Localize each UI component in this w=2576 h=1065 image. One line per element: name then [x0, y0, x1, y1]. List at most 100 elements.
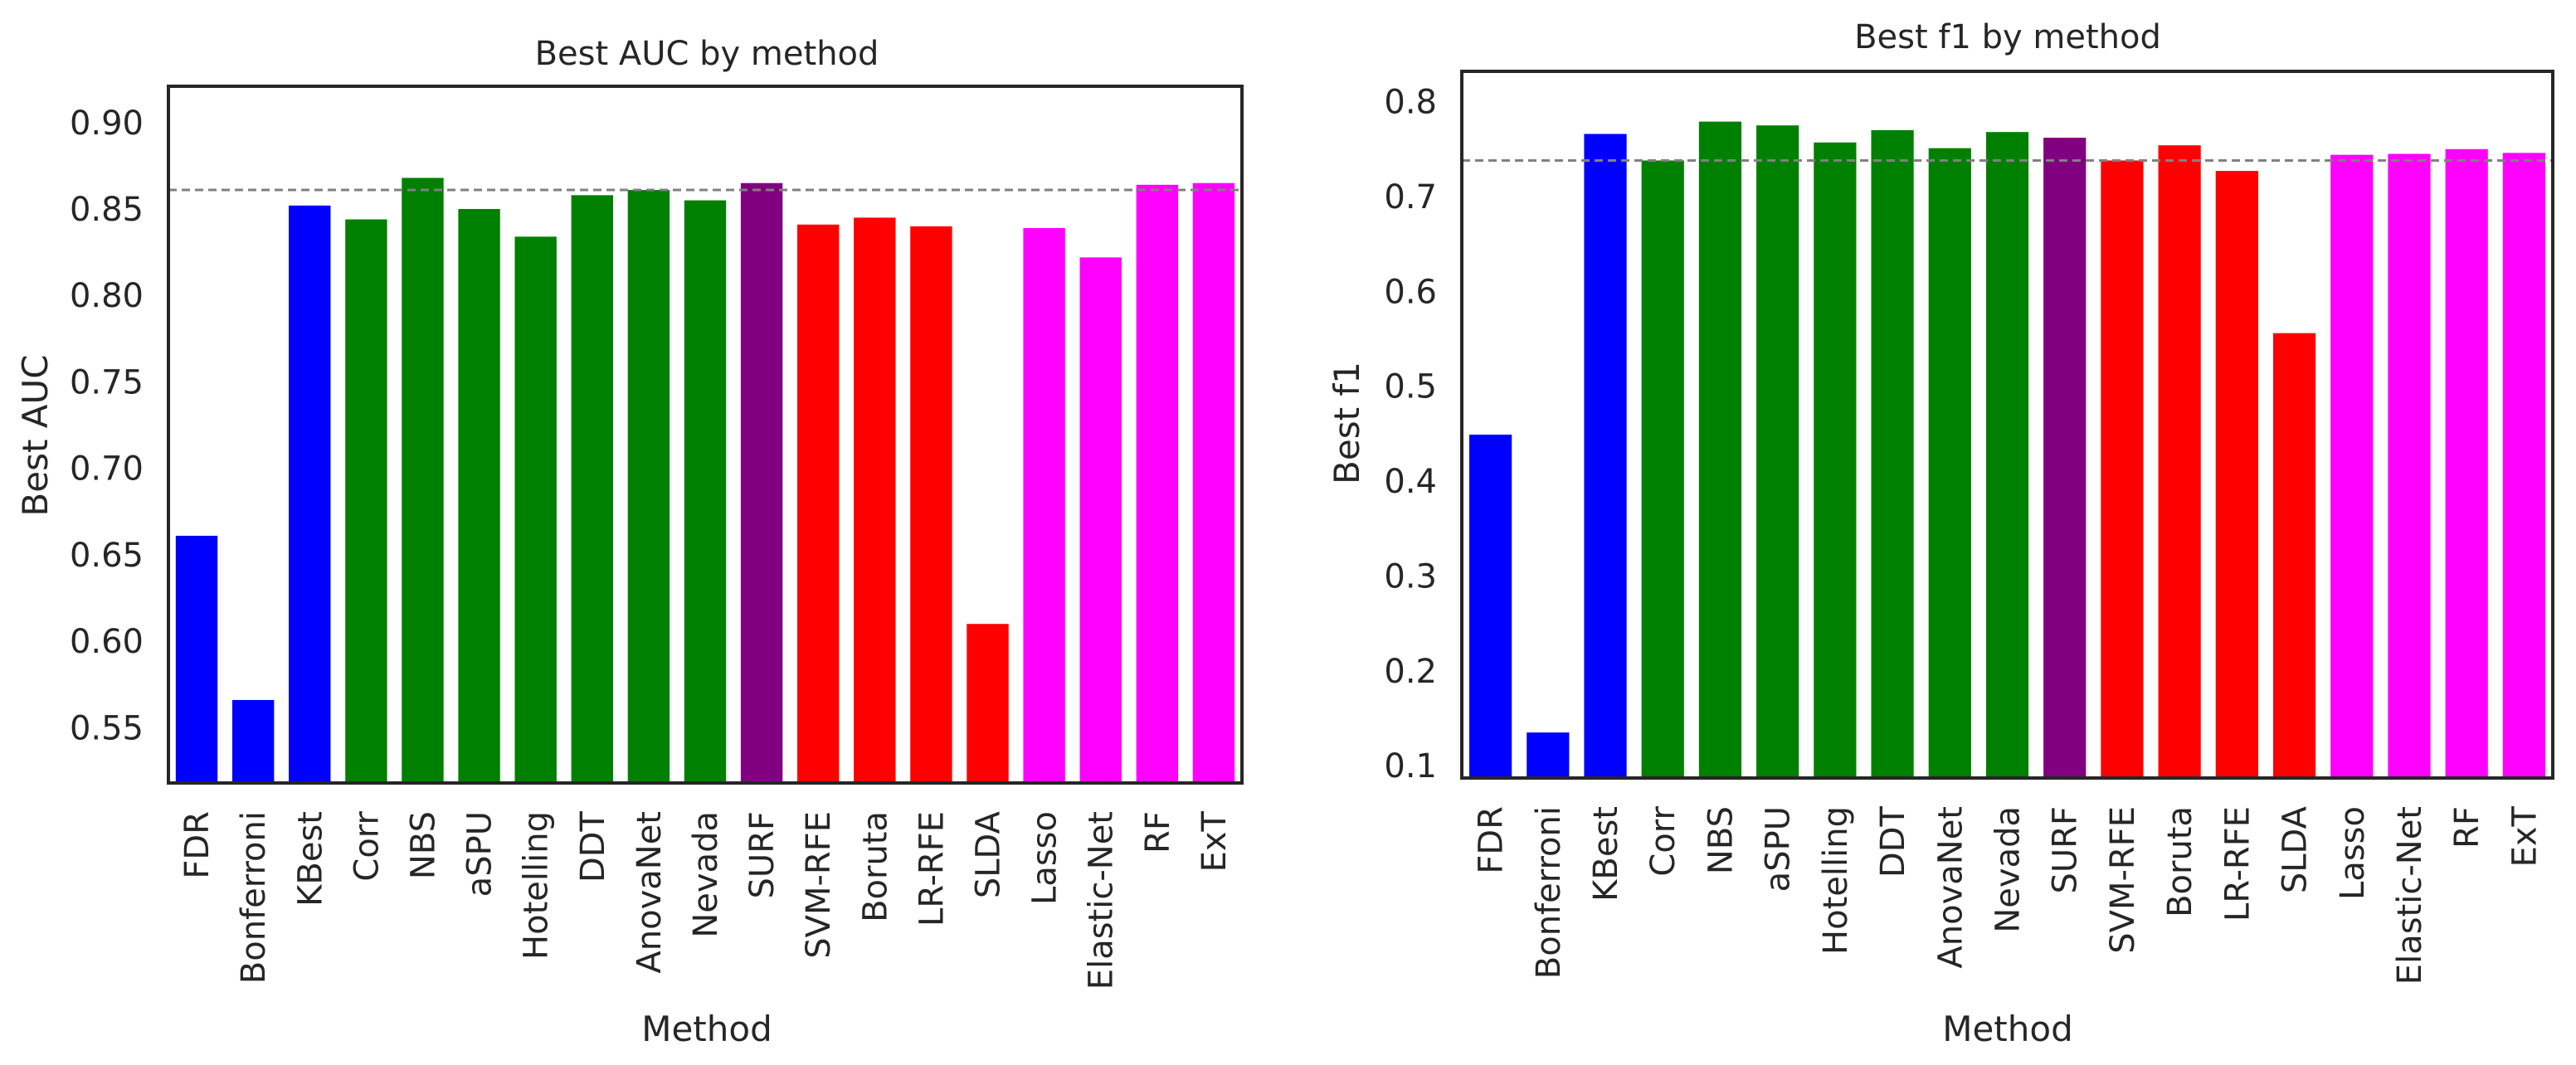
f1-y-axis-label: Best f1 [1327, 362, 1367, 484]
f1-chart-title: Best f1 by method [1854, 18, 2161, 56]
auc-y-tick-label: 0.85 [70, 191, 144, 229]
auc-chart: Best AUC by method Method Best AUC 0.55 0… [15, 35, 1244, 1049]
f1-x-tick-label: SVM-RFE [2104, 806, 2142, 954]
f1-chart: Best f1 by method Method Best f1 0.1 0.2 0… [1327, 18, 2554, 1049]
auc-bar-hotelling [514, 236, 557, 784]
auc-x-tick-label: AnovaNet [631, 811, 669, 974]
auc-bar-nevada [684, 200, 727, 783]
f1-x-tick-label: Bonferroni [1530, 806, 1568, 979]
auc-y-tick-label: 0.90 [70, 105, 144, 143]
f1-y-tick-label: 0.4 [1384, 463, 1437, 501]
f1-x-tick-label: ExT [2505, 805, 2544, 867]
auc-bar-svm-rfe [797, 224, 840, 783]
f1-y-tick-label: 0.6 [1384, 273, 1437, 311]
f1-y-tick-label: 0.8 [1384, 84, 1437, 122]
f1-bar-fdr [1469, 435, 1512, 778]
f1-x-axis-label: Method [1942, 1009, 2073, 1049]
auc-bar-elastic-net [1079, 257, 1122, 784]
auc-bar-kbest [289, 205, 331, 783]
auc-x-axis-label: Method [641, 1009, 772, 1049]
f1-bar-svm-rfe [2101, 160, 2144, 778]
auc-x-tick-label: LR-RFE [913, 811, 951, 926]
auc-x-tick-label: Hotelling [518, 811, 556, 960]
auc-bar-nbs [402, 178, 444, 784]
auc-y-tick-label: 0.55 [70, 709, 144, 747]
auc-y-tick-label: 0.70 [70, 450, 144, 489]
auc-x-tick-label: KBest [291, 811, 329, 907]
f1-bar-boruta [2158, 145, 2201, 778]
auc-bar-aspu [458, 208, 500, 784]
f1-x-tick-label: Elastic-Net [2391, 806, 2429, 985]
auc-x-tick-label: Elastic-Net [1083, 811, 1121, 990]
auc-bar-lasso [1023, 227, 1065, 783]
auc-bar-rf [1136, 184, 1179, 783]
f1-plot-frame [1460, 70, 2554, 780]
auc-y-tick-label: 0.65 [70, 537, 144, 575]
auc-x-tick-label: SLDA [970, 810, 1008, 898]
f1-bar-nevada [1985, 132, 2029, 778]
f1-x-tick-label: Boruta [2161, 806, 2199, 917]
f1-x-tick-label: Nevada [1989, 806, 2028, 933]
auc-x-tick-label: Nevada [687, 811, 725, 938]
f1-bar-lr-rfe [2215, 171, 2258, 778]
auc-plot-frame [167, 85, 1244, 785]
f1-x-tick-label: RF [2448, 806, 2486, 849]
auc-x-tick-label: SURF [743, 811, 782, 898]
auc-bar-bonferroni [231, 699, 275, 783]
auc-x-tick-label: Bonferroni [235, 811, 273, 984]
f1-x-tick-label: Lasso [2334, 806, 2372, 900]
f1-y-tick-label: 0.2 [1384, 653, 1437, 691]
auc-y-tick-label: 0.80 [70, 277, 144, 315]
auc-x-tick-label: DDT [574, 810, 612, 883]
auc-chart-title: Best AUC by method [535, 35, 879, 73]
f1-y-tick-label: 0.7 [1384, 178, 1437, 216]
f1-x-tick-label: Corr [1644, 805, 1682, 876]
f1-bar-bonferroni [1527, 732, 1570, 778]
auc-x-tick-label: Boruta [856, 811, 894, 922]
auc-x-tick-label: SVM-RFE [800, 811, 838, 959]
auc-bar-anovanet [627, 190, 670, 783]
auc-x-tick-label: ExT [1195, 810, 1234, 872]
auc-x-tick-label: Lasso [1026, 811, 1064, 905]
f1-x-tick-label: LR-RFE [2218, 806, 2257, 922]
auc-bar-boruta [854, 217, 896, 783]
f1-y-tick-label: 0.5 [1384, 368, 1437, 406]
auc-y-tick-label: 0.75 [70, 363, 144, 401]
auc-x-tick-label: RF [1139, 811, 1177, 853]
f1-bar-aspu [1756, 125, 1799, 778]
f1-x-tick-label: Hotelling [1817, 806, 1855, 955]
auc-y-tick-label: 0.60 [70, 623, 144, 661]
f1-bar-kbest [1584, 134, 1627, 779]
f1-bar-rf [2445, 148, 2488, 778]
auc-y-axis-label: Best AUC [15, 354, 56, 516]
f1-bar-surf [2043, 138, 2087, 779]
f1-x-tick-label: KBest [1587, 806, 1625, 902]
f1-bar-slda [2272, 333, 2316, 778]
f1-y-tick-label: 0.3 [1384, 557, 1437, 596]
f1-bar-ext [2502, 153, 2546, 779]
auc-bar-surf [740, 182, 783, 784]
f1-x-tick-label: SURF [2047, 806, 2085, 893]
auc-x-tick-label: aSPU [461, 811, 499, 897]
auc-bar-fdr [175, 535, 218, 783]
f1-bar-lasso [2330, 154, 2374, 778]
auc-x-tick-label: Corr [348, 810, 386, 881]
f1-y-tick-label: 0.1 [1384, 747, 1437, 785]
f1-x-tick-label: AnovaNet [1931, 806, 1970, 969]
auc-bar-ddt [571, 195, 613, 783]
auc-x-tick-label: FDR [178, 811, 217, 879]
f1-bar-elastic-net [2388, 153, 2431, 778]
f1-bar-nbs [1698, 121, 1742, 779]
f1-bar-corr [1641, 160, 1684, 778]
f1-x-tick-label: FDR [1473, 806, 1511, 874]
f1-x-tick-label: aSPU [1760, 806, 1798, 892]
auc-bar-corr [345, 219, 387, 783]
f1-bar-hotelling [1814, 142, 1857, 778]
auc-bar-ext [1192, 182, 1235, 784]
f1-x-tick-label: SLDA [2277, 805, 2315, 893]
f1-x-tick-label: NBS [1702, 806, 1740, 874]
f1-bar-anovanet [1928, 148, 1971, 778]
f1-x-tick-label: DDT [1874, 805, 1912, 878]
auc-x-tick-label: NBS [404, 811, 442, 879]
